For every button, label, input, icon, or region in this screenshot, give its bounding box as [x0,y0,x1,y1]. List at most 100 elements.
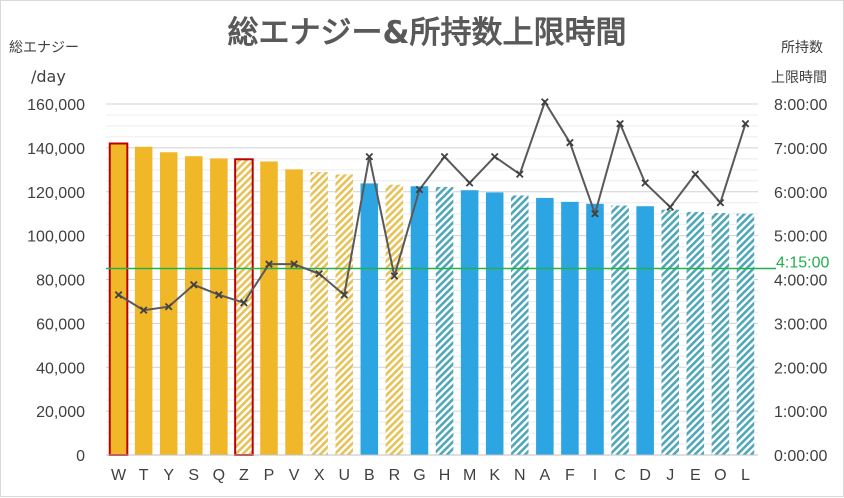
bar [285,169,303,455]
line-marker [490,152,499,161]
category-label: Z [239,467,249,484]
category-label: V [289,467,300,484]
y2-tick-label: 0:00:00 [774,448,827,465]
marker-stroke [490,152,499,161]
left-axis-label-line2: /day [31,67,66,86]
category-label: K [489,467,500,484]
line-marker [340,291,349,299]
category-label: X [314,467,325,484]
line-marker [164,302,173,311]
category-label: F [565,467,575,484]
category-label: Q [213,467,225,484]
bar [711,213,730,455]
line-series [114,98,750,315]
y-tick-label: 160,000 [27,97,85,114]
marker-stroke [515,170,524,179]
marker-stroke [666,203,675,211]
bar [385,184,404,456]
line-marker [365,152,374,161]
line-marker [515,170,524,179]
bar [134,146,153,455]
marker-stroke [440,152,449,161]
y-tick-label: 120,000 [27,185,85,202]
y2-tick-label: 7:00:00 [774,141,827,158]
bar [184,156,203,455]
marker-stroke [290,260,298,268]
marker-stroke [691,170,700,179]
marker-stroke [189,280,198,289]
category-label: C [614,467,626,484]
line-path [118,99,747,312]
marker-stroke [340,291,349,299]
line-marker [290,260,298,268]
bar [536,197,554,455]
bar [611,205,629,455]
y-tick-label: 40,000 [36,360,85,377]
line-marker [691,170,700,179]
category-label: U [338,467,350,484]
category-label: T [139,467,149,484]
bar [310,172,328,455]
marker-stroke [741,119,750,128]
bar [234,158,254,456]
marker-stroke [114,291,123,299]
category-label: E [690,467,701,484]
category-label: Y [163,467,174,484]
marker-stroke [616,119,624,128]
line-marker [114,291,123,299]
marker-stroke [541,98,549,106]
y2-tick-label: 5:00:00 [774,229,827,246]
category-label: M [463,467,476,484]
marker-stroke [390,272,399,280]
bar [335,174,354,455]
bar-series [108,142,755,457]
line-marker [616,119,624,128]
marker-stroke [139,306,148,315]
bar [410,186,429,455]
marker-stroke [591,209,599,218]
bar [460,190,479,456]
y2-tick-label: 4:00:00 [774,273,827,290]
category-label: J [666,467,674,484]
line-marker [415,185,424,194]
line-marker [666,203,675,211]
y-tick-label: 100,000 [27,229,85,246]
bar [260,161,278,455]
left-axis-ticks: 0 20,000 40,000 60,000 80,000 100,000 120,000 1… [27,97,85,465]
category-label: W [111,467,127,484]
right-axis-label-line2: 上限時間 [771,70,827,86]
marker-stroke [566,138,574,147]
marker-stroke [365,152,374,161]
bar [435,186,454,455]
line-marker [641,179,649,187]
y-tick-label: 0 [76,448,85,465]
line-marker [139,306,148,315]
marker-stroke [215,291,223,299]
line-marker [315,269,323,278]
y-tick-label: 80,000 [36,273,85,290]
line-marker [591,209,599,218]
line-marker [189,280,198,289]
marker-stroke [641,179,649,187]
bar [485,192,504,455]
y2-tick-label: 8:00:00 [774,97,827,114]
bar [210,158,228,455]
bar [636,206,654,455]
marker-stroke [716,198,725,207]
marker-stroke [265,260,273,268]
y2-tick-label: 3:00:00 [774,316,827,333]
category-label: B [364,467,375,484]
category-label: N [514,467,526,484]
line-marker [390,272,399,280]
category-label: L [741,467,750,484]
right-axis-ticks: 0:00:00 1:00:00 2:00:00 3:00:00 4:00:00 5:00:… [774,97,827,465]
category-label: S [188,467,199,484]
y-tick-label: 20,000 [36,404,85,421]
reference-line: 4:15:00 [106,255,829,272]
marker-stroke [415,185,424,194]
bar [360,183,379,455]
bar [561,201,579,455]
